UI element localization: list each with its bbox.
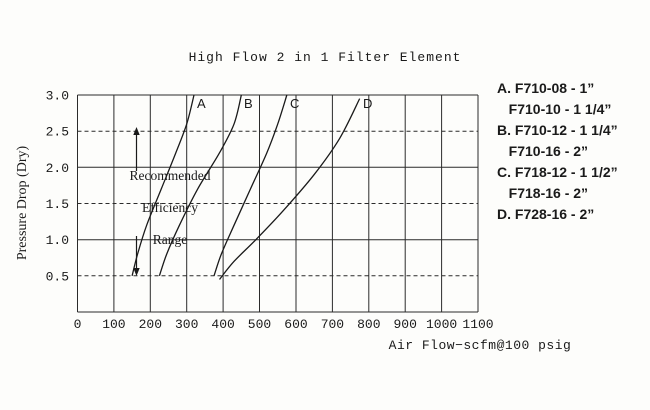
svg-text:200: 200 (139, 317, 162, 332)
svg-text:100: 100 (102, 317, 125, 332)
svg-text:2.5: 2.5 (46, 125, 69, 140)
svg-text:3.0: 3.0 (46, 89, 69, 104)
svg-text:700: 700 (321, 317, 344, 332)
svg-text:0: 0 (74, 317, 82, 332)
svg-text:A: A (197, 96, 206, 111)
svg-text:900: 900 (393, 317, 416, 332)
svg-text:600: 600 (284, 317, 307, 332)
svg-text:B: B (244, 96, 253, 111)
svg-text:1.5: 1.5 (46, 197, 69, 212)
svg-text:2.0: 2.0 (46, 161, 69, 176)
svg-text:1.0: 1.0 (46, 233, 69, 248)
svg-text:1000: 1000 (426, 317, 457, 332)
svg-text:500: 500 (248, 317, 271, 332)
svg-text:800: 800 (357, 317, 380, 332)
svg-text:C: C (290, 96, 299, 111)
svg-text:1100: 1100 (462, 317, 493, 332)
svg-text:D: D (363, 96, 372, 111)
svg-text:400: 400 (211, 317, 234, 332)
svg-text:300: 300 (175, 317, 198, 332)
svg-text:0.5: 0.5 (46, 269, 69, 284)
